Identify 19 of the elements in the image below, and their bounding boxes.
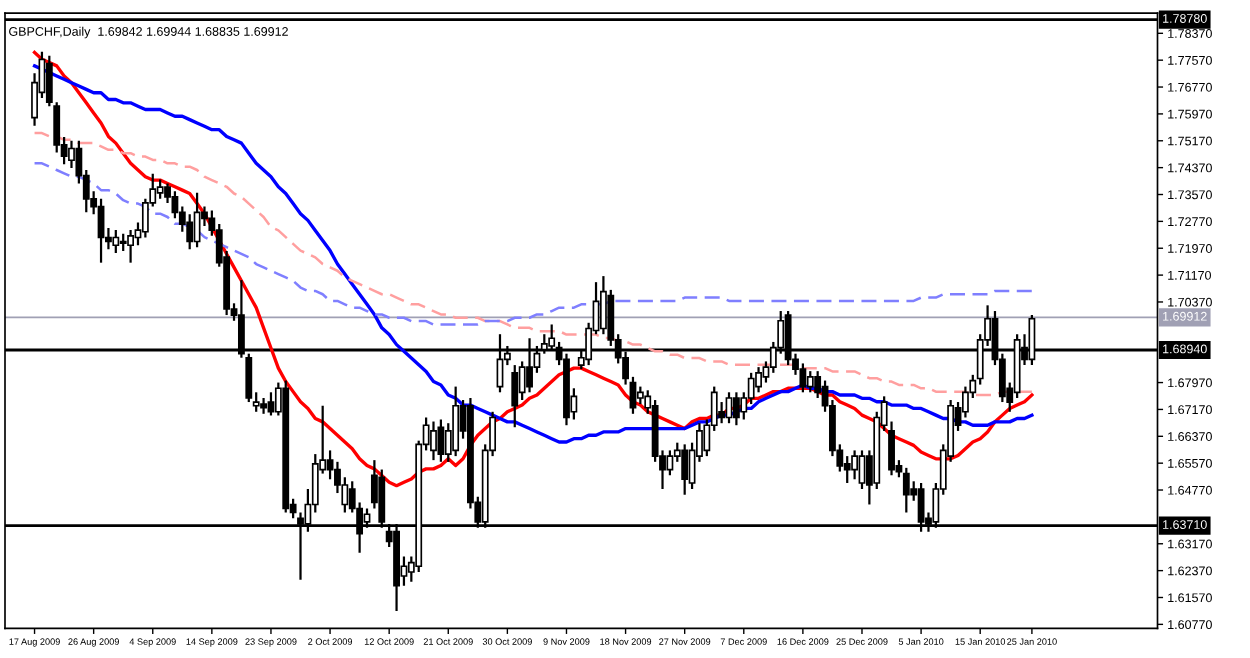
candlestick <box>127 228 135 264</box>
candlestick <box>437 418 445 463</box>
candlestick <box>68 139 75 170</box>
candlestick <box>732 391 740 427</box>
candlestick <box>156 178 164 200</box>
candlestick <box>902 466 910 514</box>
candlestick <box>511 363 519 429</box>
candlestick <box>799 362 807 394</box>
candlestick <box>851 449 859 481</box>
candlestick <box>858 449 866 491</box>
candlestick <box>681 443 689 496</box>
candlestick <box>267 391 275 417</box>
candlestick <box>112 228 120 255</box>
candlestick <box>186 213 194 251</box>
candlestick <box>452 385 460 458</box>
candlestick <box>666 449 674 477</box>
candlestick <box>193 191 201 249</box>
candlestick <box>806 370 814 394</box>
candlestick <box>430 420 437 462</box>
